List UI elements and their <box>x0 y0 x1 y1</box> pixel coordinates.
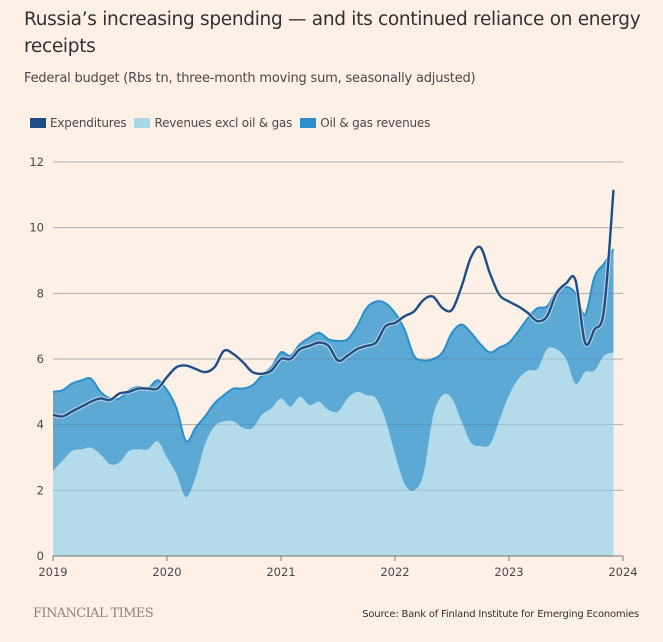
legend-label-oil-gas-revenues: Oil & gas revenues <box>320 116 431 130</box>
chart-title: Russia’s increasing spending — and its c… <box>24 9 641 57</box>
lines <box>52 189 616 419</box>
x-tick-label: 2022 <box>380 565 409 579</box>
y-tick-label: 4 <box>37 418 44 432</box>
x-axis: 2019 2020 2021 2022 2023 2024 <box>38 555 638 579</box>
line-expenditures <box>52 189 615 418</box>
y-tick-label: 0 <box>37 549 44 563</box>
x-tick-label: 2023 <box>494 565 523 579</box>
y-tick-label: 6 <box>37 352 44 366</box>
x-tick-label: 2021 <box>266 565 295 579</box>
y-tick-label: 2 <box>37 483 44 497</box>
areas <box>52 248 615 556</box>
legend-swatch-oil-gas-revenues <box>300 118 317 128</box>
chart-subtitle: Federal budget (Rbs tn, three-month movi… <box>24 71 476 86</box>
legend-item-expenditures: Expenditures <box>30 116 127 130</box>
y-tick-label: 12 <box>29 155 44 169</box>
x-tick-label: 2020 <box>152 565 181 579</box>
source-note: Source: Bank of Finland Institute for Em… <box>362 609 639 620</box>
legend-label-revenues-excl-oil-gas: Revenues excl oil & gas <box>154 116 293 130</box>
y-tick-label: 10 <box>29 221 44 235</box>
legend-label-expenditures: Expenditures <box>50 116 127 130</box>
ft-logo: FINANCIAL TIMES <box>33 606 154 621</box>
legend-swatch-expenditures <box>30 118 46 128</box>
legend-swatch-revenues-excl-oil-gas <box>134 118 151 128</box>
legend-item-revenues-excl-oil-gas: Revenues excl oil & gas <box>134 116 292 130</box>
y-tick-label: 8 <box>37 286 44 300</box>
legend-item-oil-gas-revenues: Oil & gas revenues <box>300 116 430 130</box>
gridlines-overlay <box>53 161 623 491</box>
legend: Expenditures Revenues excl oil & gas Oil… <box>30 116 438 130</box>
area-revenues-excl-oil-gas <box>53 347 614 556</box>
y-axis: 0 2 4 6 8 10 12 <box>29 155 44 563</box>
x-tick-label: 2024 <box>608 565 637 579</box>
x-tick-label: 2019 <box>38 565 67 579</box>
